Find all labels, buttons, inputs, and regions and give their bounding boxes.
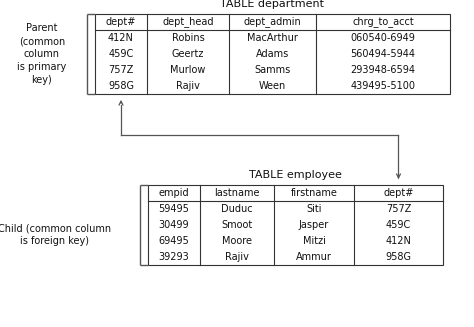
Text: Child (common column
is foreign key): Child (common column is foreign key) <box>0 224 111 247</box>
Bar <box>95 14 450 94</box>
Text: dept_admin: dept_admin <box>244 17 301 27</box>
Text: Duduc: Duduc <box>221 204 253 214</box>
Text: 59495: 59495 <box>159 204 190 214</box>
Text: 958G: 958G <box>108 81 134 91</box>
Text: 412N: 412N <box>385 236 411 246</box>
Text: Jasper: Jasper <box>299 220 329 230</box>
Text: Rajiv: Rajiv <box>176 81 200 91</box>
Text: TABLE department: TABLE department <box>220 0 325 9</box>
Text: 412N: 412N <box>108 33 134 43</box>
Text: Geertz: Geertz <box>172 49 204 59</box>
Text: 560494-5944: 560494-5944 <box>350 49 416 59</box>
Text: empid: empid <box>159 188 189 198</box>
Text: Samms: Samms <box>255 65 291 75</box>
Text: 459C: 459C <box>109 49 134 59</box>
Text: dept_head: dept_head <box>162 17 214 27</box>
Text: Adams: Adams <box>256 49 289 59</box>
Text: chrg_to_acct: chrg_to_acct <box>352 17 414 27</box>
Text: 39293: 39293 <box>159 252 190 262</box>
Text: Robins: Robins <box>172 33 204 43</box>
Text: 060540-6949: 060540-6949 <box>351 33 415 43</box>
Text: firstname: firstname <box>291 188 337 198</box>
Text: 459C: 459C <box>386 220 411 230</box>
Text: Parent
(common
column
is primary
key): Parent (common column is primary key) <box>18 24 67 85</box>
Text: 439495-5100: 439495-5100 <box>350 81 416 91</box>
Text: Mitzi: Mitzi <box>302 236 326 246</box>
Text: 958G: 958G <box>385 252 411 262</box>
Text: 69495: 69495 <box>159 236 190 246</box>
Text: Rajiv: Rajiv <box>225 252 249 262</box>
Text: Ween: Ween <box>259 81 286 91</box>
Text: lastname: lastname <box>214 188 260 198</box>
Text: dept#: dept# <box>106 17 136 27</box>
Text: TABLE employee: TABLE employee <box>249 170 342 180</box>
Text: Murlow: Murlow <box>170 65 206 75</box>
Text: Smoot: Smoot <box>221 220 253 230</box>
Bar <box>148 185 443 265</box>
Text: dept#: dept# <box>383 188 414 198</box>
Text: Moore: Moore <box>222 236 252 246</box>
Text: MacArthur: MacArthur <box>247 33 298 43</box>
Text: 293948-6594: 293948-6594 <box>350 65 416 75</box>
Text: 757Z: 757Z <box>109 65 134 75</box>
Text: 757Z: 757Z <box>386 204 411 214</box>
Text: Siti: Siti <box>306 204 322 214</box>
Text: 30499: 30499 <box>159 220 189 230</box>
Text: Ammur: Ammur <box>296 252 332 262</box>
